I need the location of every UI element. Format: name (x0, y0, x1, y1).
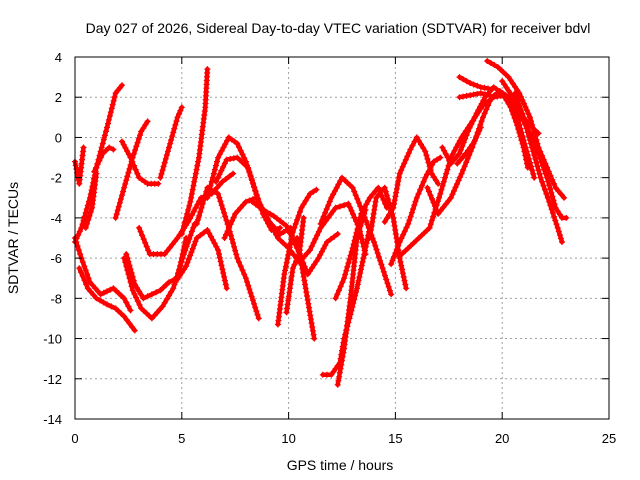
series-sat-10 (121, 220, 198, 322)
series-sat-14 (178, 66, 211, 237)
data-point-markers (294, 235, 318, 342)
data-point-markers (274, 186, 320, 328)
data-point-markers (319, 224, 373, 378)
y-axis-label: SDTVAR / TECUs (5, 182, 21, 294)
y-tick-label: 4 (55, 50, 62, 65)
series-sat-38 (512, 90, 565, 245)
y-tick-label: -2 (50, 171, 62, 186)
data-point-markers (484, 58, 568, 201)
data-point-markers (112, 118, 151, 221)
series-sat-22 (294, 235, 318, 342)
data-point-markers (388, 154, 444, 268)
series-sat-20 (274, 186, 320, 328)
y-tick-label: 2 (55, 90, 62, 105)
data-point-markers (439, 84, 531, 171)
y-tick-label: -6 (50, 251, 62, 266)
data-point-markers (512, 90, 565, 245)
y-tick-label: -4 (50, 211, 62, 226)
x-tick-label: 0 (71, 431, 78, 446)
data-point-markers (91, 144, 117, 175)
x-tick-labels: 0 5 10 15 20 25 (71, 431, 616, 446)
series-sat-5 (76, 265, 138, 334)
y-tick-label: -14 (43, 412, 62, 427)
plot-frame (74, 56, 610, 420)
series-sat-34 (456, 90, 493, 101)
series-sat-15 (193, 184, 262, 322)
y-tick-labels: -14 -12 -10 -8 -6 -4 -2 0 2 4 (43, 50, 62, 427)
x-tick-label: 20 (495, 431, 509, 446)
series-sat-4 (91, 144, 117, 175)
series-sat-13 (172, 227, 230, 292)
chart-title: Day 027 of 2026, Sidereal Day-to-day VTE… (86, 20, 591, 36)
data-point-markers (172, 227, 230, 292)
data-point-markers (454, 124, 484, 167)
data-point-markers (456, 74, 495, 93)
series-sat-35 (456, 74, 495, 93)
axis-ticks (74, 56, 610, 420)
series-sat-26 (334, 206, 369, 388)
y-tick-label: -10 (43, 332, 62, 347)
x-tick-label: 25 (602, 431, 616, 446)
data-series (72, 58, 570, 388)
series-sat-33 (454, 124, 484, 167)
data-point-markers (157, 104, 185, 181)
data-point-markers (334, 206, 369, 388)
series-sat-29 (388, 154, 444, 268)
y-tick-label: 0 (55, 130, 62, 145)
data-point-markers (178, 66, 211, 237)
series-sat-2 (72, 144, 87, 187)
y-tick-label: -12 (43, 372, 62, 387)
x-axis-label: GPS time / hours (287, 457, 394, 473)
series-sat-6 (82, 170, 100, 231)
series-sat-36 (484, 58, 568, 201)
x-tick-label: 10 (281, 431, 295, 446)
series-sat-24 (319, 224, 373, 378)
series-line (124, 235, 189, 301)
series-sat-8 (112, 118, 151, 221)
x-tick-label: 5 (178, 431, 185, 446)
x-tick-label: 15 (388, 431, 402, 446)
series-sat-12 (157, 104, 185, 181)
data-point-markers (456, 90, 493, 101)
data-point-markers (82, 170, 100, 231)
data-point-markers (76, 265, 138, 334)
y-tick-label: -8 (50, 291, 62, 306)
data-point-markers (381, 134, 442, 225)
